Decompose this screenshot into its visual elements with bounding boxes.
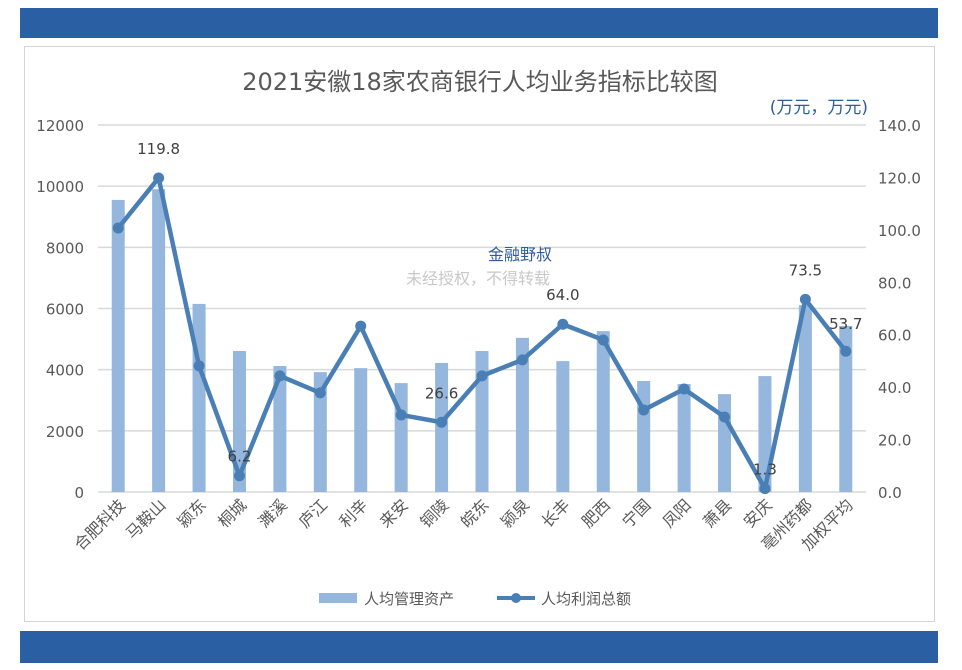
legend: 人均管理资产 人均利润总额 [319, 590, 631, 608]
profit-point-颍东 [193, 360, 205, 372]
profit-point-凤阳 [678, 383, 690, 395]
profit-point-马鞍山 [153, 172, 165, 184]
right-axis-tick: 40.0 [878, 379, 911, 397]
bar-肥西 [596, 331, 610, 492]
bar-桐城 [232, 351, 246, 492]
right-axis-tick: 60.0 [878, 327, 911, 345]
right-axis-tick: 80.0 [878, 274, 911, 292]
bar-凤阳 [677, 384, 691, 492]
x-axis-label: 萧县 [699, 495, 735, 531]
right-axis-tick: 120.0 [878, 169, 921, 187]
x-axis-label: 凤阳 [659, 495, 695, 531]
bar-马鞍山 [152, 189, 166, 492]
x-axis-label: 马鞍山 [122, 495, 169, 542]
left-axis-tick: 2000 [46, 423, 84, 441]
profit-point-来安 [395, 409, 407, 421]
top-banner [20, 8, 938, 38]
x-axis-label: 利辛 [335, 495, 371, 531]
chart-title: 2021安徽18家农商银行人均业务指标比较图 [242, 68, 718, 96]
bar-来安 [394, 383, 408, 492]
bar-庐江 [313, 372, 327, 492]
chart-frame [24, 46, 935, 622]
data-label: 53.7 [829, 315, 862, 333]
left-axis-tick: 10000 [36, 178, 84, 196]
profit-point-肥西 [597, 334, 609, 346]
left-axis-tick: 0 [74, 484, 84, 502]
x-axis-label: 铜陵 [416, 495, 452, 531]
bottom-banner [20, 631, 938, 663]
bar-合肥科技 [111, 199, 125, 492]
profit-point-颍泉 [516, 354, 528, 366]
profit-point-安庆 [759, 483, 771, 495]
profit-point-长丰 [557, 318, 569, 330]
bar-亳州药都 [798, 305, 812, 492]
bar-皖东 [475, 351, 489, 492]
legend-bar-label: 人均管理资产 [364, 590, 454, 608]
right-axis-tick: 20.0 [878, 432, 911, 450]
data-label: 1.3 [753, 461, 777, 479]
x-axis-label: 来安 [376, 495, 412, 531]
profit-point-皖东 [476, 370, 488, 382]
x-axis-label: 肥西 [578, 495, 614, 531]
profit-point-庐江 [314, 387, 326, 399]
x-axis-label: 濉溪 [255, 495, 291, 531]
x-axis-label: 合肥科技 [70, 495, 129, 554]
bar-加权平均 [839, 325, 853, 492]
x-axis-label: 皖东 [457, 495, 493, 531]
bar-萧县 [718, 394, 732, 492]
bar-颍泉 [515, 337, 529, 492]
unit-note: (万元，万元) [770, 98, 868, 118]
left-axis-tick: 12000 [36, 117, 84, 135]
bar-颍东 [192, 303, 206, 492]
profit-point-亳州药都 [799, 293, 811, 305]
left-axis-tick: 8000 [46, 239, 84, 257]
legend-line-marker [511, 593, 521, 603]
right-axis-tick: 0.0 [878, 484, 902, 502]
x-axis-label: 桐城 [214, 495, 250, 531]
x-axis-label: 颍东 [174, 495, 210, 531]
right-axis-tick: 140.0 [878, 117, 921, 135]
left-axis-tick: 6000 [46, 301, 84, 319]
data-label: 64.0 [546, 286, 579, 304]
profit-point-萧县 [719, 411, 731, 423]
legend-bar-swatch [319, 593, 357, 603]
data-label: 119.8 [137, 140, 180, 158]
profit-point-濉溪 [274, 370, 286, 382]
x-axis-label: 安庆 [740, 495, 776, 531]
x-axis-label: 长丰 [538, 495, 574, 531]
watermark-notice: 未经授权，不得转载 [406, 269, 550, 288]
bar-利辛 [354, 368, 368, 492]
data-label: 73.5 [789, 261, 822, 279]
left-axis-tick: 4000 [46, 362, 84, 380]
profit-point-宁国 [638, 404, 650, 416]
data-label: 6.2 [228, 448, 252, 466]
profit-point-桐城 [233, 470, 245, 482]
watermark-brand: 金融野叔 [488, 245, 552, 264]
profit-point-加权平均 [840, 345, 852, 357]
profit-point-合肥科技 [112, 222, 124, 234]
bar-濉溪 [273, 365, 287, 492]
x-axis-label: 宁国 [618, 495, 654, 531]
x-axis-label: 颍泉 [497, 495, 533, 531]
right-axis-tick: 100.0 [878, 222, 921, 240]
profit-point-铜陵 [436, 416, 448, 428]
bar-长丰 [556, 361, 570, 492]
profit-point-利辛 [355, 320, 367, 332]
data-label: 26.6 [425, 384, 458, 402]
x-axis-label: 庐江 [295, 495, 331, 531]
legend-line-label: 人均利润总额 [541, 590, 631, 608]
